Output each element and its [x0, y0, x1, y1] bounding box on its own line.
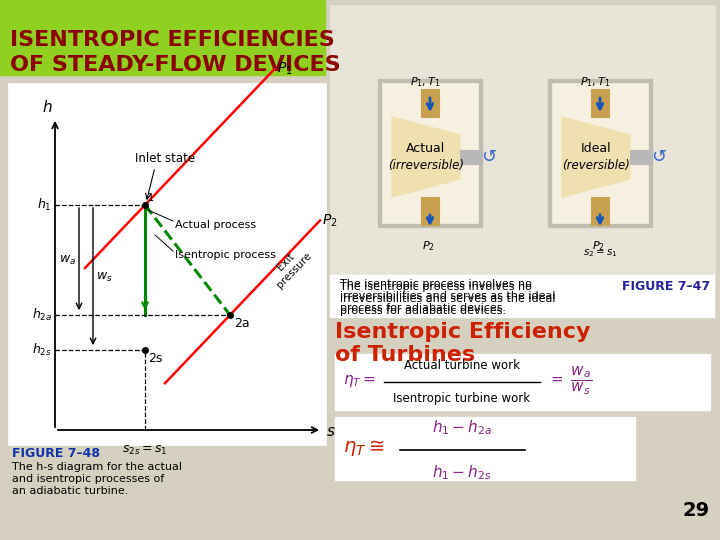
Bar	[630, 150, 652, 164]
Text: irreversibilities and serves as the ideal: irreversibilities and serves as the idea…	[340, 294, 556, 304]
Text: process for adiabatic devices.: process for adiabatic devices.	[340, 306, 506, 316]
Bar	[378, 79, 482, 227]
Text: $h_1 - h_{2a}$: $h_1 - h_{2a}$	[432, 418, 492, 437]
Bar	[552, 83, 648, 223]
Polygon shape	[562, 117, 630, 197]
Text: Actual turbine work: Actual turbine work	[404, 359, 520, 372]
Bar	[330, 5, 715, 285]
Text: ↺: ↺	[482, 148, 497, 166]
Text: irreversibilities and serves as the ideal: irreversibilities and serves as the idea…	[340, 291, 556, 301]
Text: The isentropic process involves no: The isentropic process involves no	[340, 282, 532, 292]
Bar	[330, 275, 715, 318]
Text: $=\;\dfrac{w_a}{w_s}$: $=\;\dfrac{w_a}{w_s}$	[548, 365, 593, 397]
Text: OF STEADY-FLOW DEVICES: OF STEADY-FLOW DEVICES	[10, 55, 341, 75]
Text: Ideal: Ideal	[581, 143, 611, 156]
Text: Isentropic turbine work: Isentropic turbine work	[393, 392, 531, 405]
Bar	[335, 417, 635, 480]
Text: FIGURE 7–47: FIGURE 7–47	[622, 280, 710, 293]
Text: (reversible): (reversible)	[562, 159, 630, 172]
Text: Actual process: Actual process	[175, 220, 256, 230]
Bar	[591, 89, 609, 117]
Text: Exit
pressure: Exit pressure	[266, 242, 313, 290]
Text: $s_{2s} = s_1$: $s_{2s} = s_1$	[122, 444, 168, 457]
Text: and isentropic processes of: and isentropic processes of	[12, 474, 164, 484]
Text: $w_a$: $w_a$	[59, 253, 76, 267]
Bar	[421, 197, 439, 225]
Text: $P_2$: $P_2$	[322, 212, 338, 229]
Bar	[548, 79, 652, 227]
Polygon shape	[392, 117, 460, 197]
Text: process for adiabatic devices.: process for adiabatic devices.	[340, 303, 506, 313]
Bar	[382, 83, 478, 223]
Text: (irreversible): (irreversible)	[388, 159, 464, 172]
Text: $P_2$: $P_2$	[592, 239, 605, 253]
Bar	[421, 89, 439, 117]
Bar	[460, 150, 482, 164]
Bar	[591, 197, 609, 225]
Text: $h_{2a}$: $h_{2a}$	[32, 307, 52, 323]
Text: an adiabatic turbine.: an adiabatic turbine.	[12, 486, 128, 496]
Text: $w_s$: $w_s$	[96, 271, 112, 284]
Text: $h_1$: $h_1$	[37, 197, 52, 213]
Text: Isentropic process: Isentropic process	[175, 250, 276, 260]
Text: The isentropic process involves no: The isentropic process involves no	[340, 279, 532, 289]
Text: $s_2 = s_1$: $s_2 = s_1$	[582, 247, 617, 259]
Text: $h_1 - h_{2s}$: $h_1 - h_{2s}$	[432, 463, 492, 482]
Text: 2a: 2a	[234, 317, 250, 330]
Text: ↺: ↺	[652, 148, 667, 166]
Text: 2s: 2s	[148, 352, 163, 365]
Text: Isentropic Efficiency: Isentropic Efficiency	[335, 322, 590, 342]
Text: Inlet state: Inlet state	[135, 152, 195, 165]
Text: 1: 1	[148, 193, 154, 203]
Text: $P_2$: $P_2$	[422, 239, 435, 253]
Text: Actual: Actual	[406, 143, 446, 156]
Text: $h_{2s}$: $h_{2s}$	[32, 342, 52, 358]
Text: $P_1$: $P_1$	[277, 60, 292, 77]
Bar	[8, 83, 326, 445]
Bar	[335, 354, 710, 410]
Text: ISENTROPIC EFFICIENCIES: ISENTROPIC EFFICIENCIES	[10, 30, 335, 50]
Text: 29: 29	[683, 501, 710, 520]
Text: $\eta_T \cong$: $\eta_T \cong$	[343, 438, 384, 458]
Text: $\eta_T =$: $\eta_T =$	[343, 373, 376, 389]
Text: of Turbines: of Turbines	[335, 345, 475, 365]
Bar	[0, 0, 325, 75]
Text: $s$: $s$	[326, 424, 336, 440]
Text: $P_1, T_1$: $P_1, T_1$	[410, 75, 441, 89]
Text: $P_1, T_1$: $P_1, T_1$	[580, 75, 611, 89]
Text: FIGURE 7–48: FIGURE 7–48	[12, 447, 100, 460]
Text: $h$: $h$	[42, 99, 53, 115]
Text: The h-s diagram for the actual: The h-s diagram for the actual	[12, 462, 182, 472]
